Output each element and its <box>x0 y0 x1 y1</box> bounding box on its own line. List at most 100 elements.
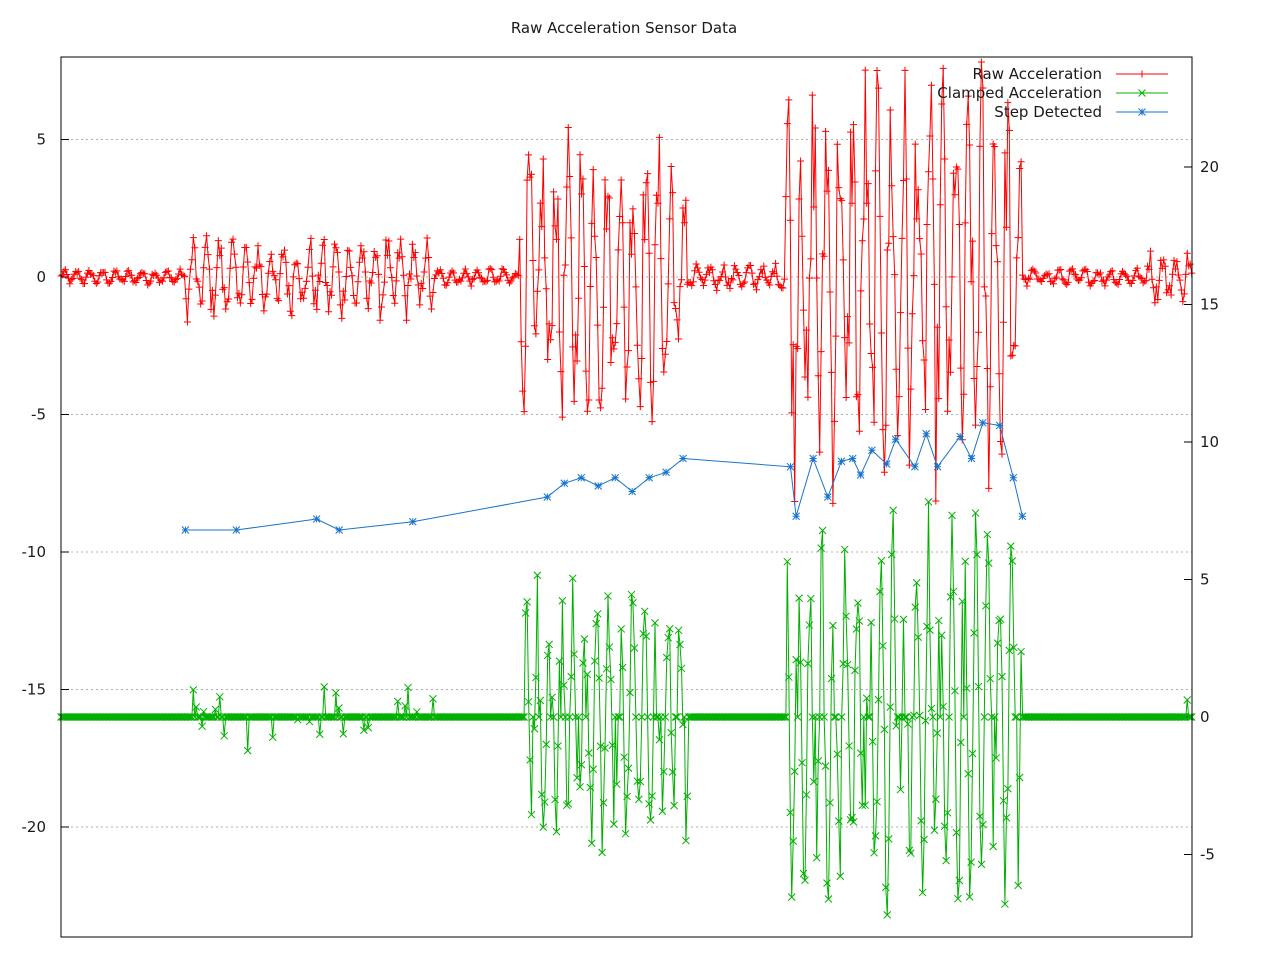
raw-acceleration-point <box>269 267 277 275</box>
raw-acceleration-point <box>794 345 802 353</box>
raw-acceleration-point <box>895 393 903 401</box>
raw-acceleration-point <box>422 254 430 262</box>
raw-acceleration-point <box>620 303 628 311</box>
raw-acceleration-point <box>748 269 756 277</box>
clamped-acceleration-point <box>220 731 229 740</box>
raw-acceleration-point <box>347 263 355 271</box>
raw-acceleration-point <box>266 258 274 266</box>
raw-acceleration-point <box>695 268 703 276</box>
raw-acceleration-point <box>435 269 443 277</box>
raw-acceleration-point <box>994 258 1002 266</box>
raw-acceleration-point <box>786 216 794 224</box>
raw-acceleration-point <box>879 426 887 434</box>
raw-acceleration-point <box>1136 273 1144 281</box>
raw-acceleration-point <box>692 260 700 268</box>
clamped-acceleration-point <box>971 509 980 517</box>
raw-acceleration-point <box>283 290 291 298</box>
clamped-acceleration-point <box>629 598 637 607</box>
raw-acceleration-point <box>203 232 211 240</box>
raw-acceleration-point <box>775 280 783 288</box>
step-detected-point <box>978 418 987 427</box>
raw-acceleration-point <box>769 268 777 276</box>
clamped-acceleration-point <box>943 808 952 817</box>
raw-acceleration-point <box>801 373 809 381</box>
raw-acceleration-point <box>216 252 224 260</box>
raw-acceleration-point <box>160 274 168 282</box>
raw-acceleration-point <box>463 270 471 278</box>
raw-acceleration-point <box>1002 223 1010 231</box>
raw-acceleration-point <box>414 281 422 289</box>
clamped-acceleration-point <box>536 696 545 705</box>
step-detected-point <box>645 473 653 482</box>
raw-acceleration-point <box>675 335 683 343</box>
raw-acceleration-point <box>845 339 853 347</box>
clamped-acceleration-point <box>634 795 643 804</box>
clamped-acceleration-point <box>942 856 950 865</box>
raw-acceleration-point <box>323 281 331 289</box>
raw-acceleration-point <box>200 264 208 272</box>
raw-acceleration-point <box>951 191 959 199</box>
raw-acceleration-point <box>122 273 130 281</box>
y2-tick-label: 0 <box>1200 708 1210 726</box>
raw-acceleration-point <box>1129 276 1137 284</box>
raw-acceleration-point <box>1164 286 1172 294</box>
step-detected-point <box>1009 473 1018 482</box>
raw-acceleration-point <box>688 282 696 290</box>
raw-acceleration-point <box>854 391 862 399</box>
raw-acceleration-point <box>76 274 84 282</box>
raw-acceleration-point <box>904 344 912 352</box>
raw-acceleration-point <box>844 313 852 321</box>
raw-acceleration-point <box>902 175 910 183</box>
raw-acceleration-point <box>755 273 763 281</box>
clamped-acceleration-point <box>327 713 336 721</box>
raw-acceleration-point <box>470 274 478 282</box>
raw-acceleration-point <box>183 318 191 326</box>
raw-acceleration-point <box>250 274 258 282</box>
clamped-acceleration-point <box>537 790 546 799</box>
raw-acceleration-point <box>438 270 446 278</box>
clamped-acceleration-point <box>555 657 564 665</box>
y2-tick-label: 15 <box>1200 296 1219 314</box>
clamped-acceleration-point <box>530 724 539 733</box>
raw-acceleration-point <box>785 96 793 104</box>
clamped-acceleration-point <box>339 729 348 738</box>
raw-acceleration-point <box>253 264 261 272</box>
clamped-acceleration-point <box>867 618 875 627</box>
raw-acceleration-point <box>677 276 685 284</box>
clamped-acceleration-point <box>889 506 898 515</box>
raw-acceleration-point <box>400 271 408 279</box>
raw-acceleration-point <box>123 267 131 275</box>
raw-acceleration-point <box>1148 275 1156 283</box>
raw-acceleration-point <box>1023 282 1031 290</box>
raw-acceleration-point <box>579 175 587 183</box>
raw-acceleration-point <box>426 292 434 300</box>
raw-acceleration-point <box>182 295 190 303</box>
raw-acceleration-point <box>350 291 358 299</box>
raw-acceleration-point <box>201 243 209 251</box>
clamped-acceleration-point <box>596 742 605 751</box>
raw-acceleration-point <box>988 230 996 238</box>
raw-acceleration-point <box>1045 270 1053 278</box>
clamped-acceleration-point <box>801 876 809 885</box>
raw-acceleration-point <box>713 286 721 294</box>
raw-acceleration-point <box>630 230 638 238</box>
clamped-acceleration-point <box>951 686 959 695</box>
raw-acceleration-point <box>210 312 218 320</box>
clamped-acceleration-point <box>845 742 853 750</box>
clamped-acceleration-point <box>548 693 556 702</box>
clamped-acceleration-point <box>1002 813 1011 822</box>
raw-acceleration-point <box>532 330 540 338</box>
raw-acceleration-point <box>1091 276 1099 284</box>
raw-acceleration-point <box>363 294 371 302</box>
raw-acceleration-point <box>942 303 950 311</box>
raw-acceleration-point <box>141 270 149 278</box>
raw-acceleration-point <box>567 234 575 242</box>
clamped-acceleration-point <box>865 713 874 721</box>
clamped-acceleration-point <box>858 801 867 810</box>
raw-acceleration-point <box>700 282 708 290</box>
step-detected-point <box>577 473 586 482</box>
raw-acceleration-point <box>726 284 734 292</box>
clamped-acceleration-point <box>976 812 984 821</box>
clamped-acceleration-point <box>920 835 928 844</box>
raw-acceleration-point <box>782 193 790 201</box>
